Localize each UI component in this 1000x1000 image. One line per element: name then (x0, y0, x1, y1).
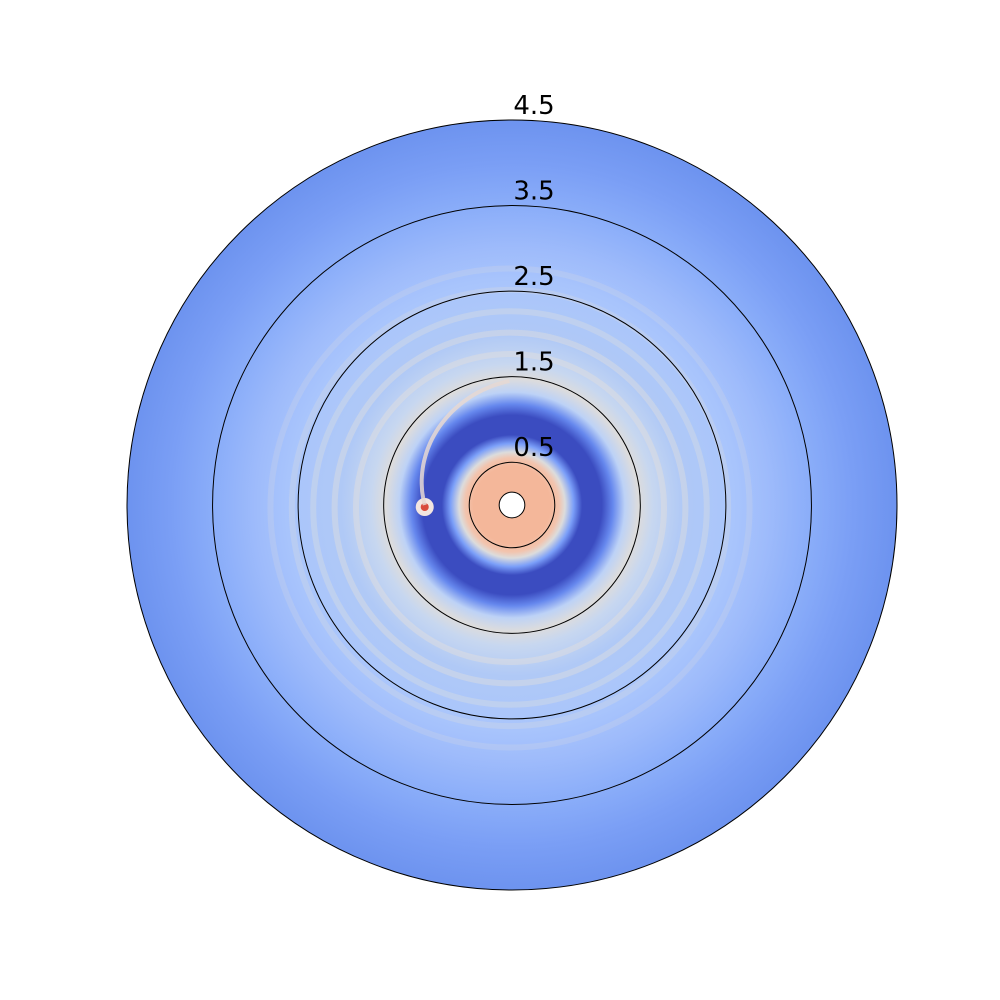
spiral-wake (419, 379, 510, 506)
inner-hole (498, 491, 526, 519)
grid-ring (383, 376, 641, 634)
grid-ring (212, 205, 812, 805)
radial-tick-label: 2.5 (513, 262, 554, 292)
density-wave-band (310, 308, 710, 708)
density-wave-band (288, 286, 732, 730)
radial-tick-label: 0.5 (513, 433, 554, 463)
grid-ring (468, 461, 556, 549)
radial-gridlines (212, 205, 812, 805)
radial-tick-label: 4.5 (513, 91, 554, 121)
density-wave-band (353, 351, 667, 665)
density-wave-band (331, 329, 689, 687)
density-wave-band (267, 265, 753, 751)
plot-outer-edge (126, 119, 898, 891)
density-wave-bands (267, 265, 753, 751)
grid-ring (297, 290, 727, 720)
disk-features (415, 379, 510, 516)
radial-tick-label: 1.5 (513, 348, 554, 378)
radial-tick-label: 3.5 (513, 177, 554, 207)
radial-tick-labels: 0.5 1.5 2.5 3.5 4.5 (513, 91, 554, 463)
